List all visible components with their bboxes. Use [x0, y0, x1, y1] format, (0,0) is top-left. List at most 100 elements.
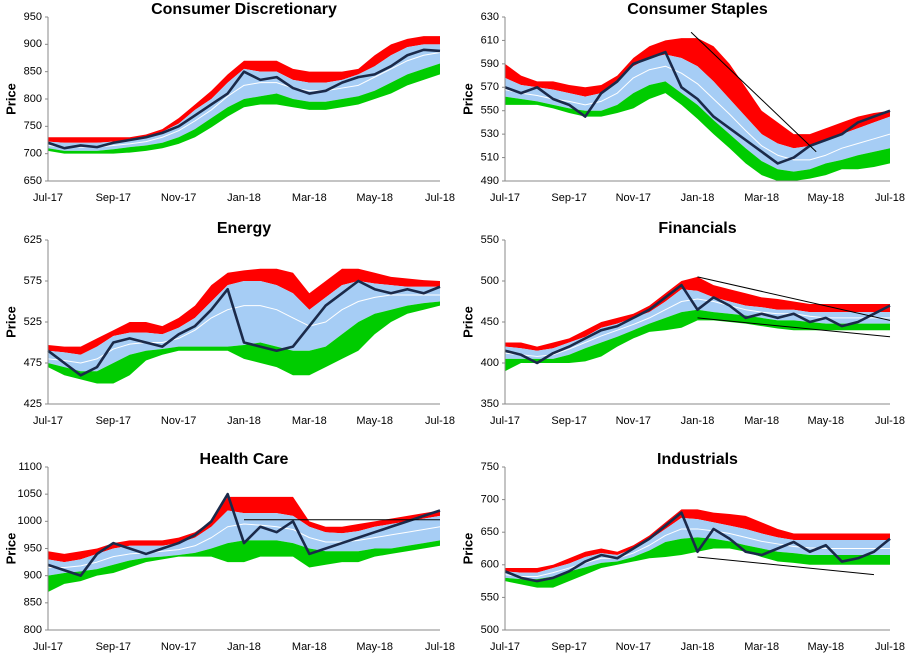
x-tick-label: May-18 — [356, 641, 393, 653]
band-area — [48, 268, 440, 355]
x-tick-label: Nov-17 — [161, 415, 196, 427]
band-area — [505, 309, 890, 372]
trend-line — [697, 276, 891, 321]
x-tick-label: Jul-17 — [33, 415, 63, 427]
band-area — [48, 44, 440, 151]
y-tick-label: 350 — [481, 398, 499, 410]
chart-panel: Consumer Discretionary Price 650 700 750 800 8… — [3, 1, 455, 204]
price-line — [504, 50, 891, 165]
x-tick-label: Sep-17 — [551, 192, 586, 204]
y-tick-label: 550 — [481, 591, 499, 603]
y-tick-label: 550 — [481, 234, 499, 246]
x-tick-label: Mar-18 — [744, 641, 779, 653]
trend-line — [697, 317, 891, 338]
trend-line — [697, 556, 875, 576]
x-tick-label: Jul-18 — [425, 641, 455, 653]
y-axis-label: Price — [3, 306, 18, 338]
chart-title: Consumer Staples — [627, 1, 768, 18]
y-axis-label: Price — [460, 533, 475, 565]
band-area — [48, 36, 440, 143]
x-tick-label: Mar-18 — [744, 415, 779, 427]
x-tick-label: Jan-18 — [227, 415, 261, 427]
chart-panel: Health Care Price 800 850 900 950 1000 1050 1100… — [3, 451, 455, 653]
chart-title: Consumer Discretionary — [151, 1, 337, 18]
x-tick-label: Jul-17 — [33, 192, 63, 204]
y-tick-label: 1000 — [18, 515, 42, 527]
band-area — [505, 54, 890, 172]
y-axis-label: Price — [460, 83, 475, 115]
y-tick-label: 570 — [481, 81, 499, 93]
y-tick-label: 625 — [24, 234, 42, 246]
x-tick-label: Jul-18 — [875, 641, 905, 653]
x-tick-label: Sep-17 — [96, 641, 131, 653]
chart-panel: Energy Price 425 475 525 575 625 Jul-17 Sep-17 No… — [3, 220, 455, 427]
y-axis-label: Price — [3, 83, 18, 115]
y-tick-label: 510 — [481, 151, 499, 163]
x-tick-label: Jan-18 — [227, 192, 261, 204]
x-tick-label: Jul-18 — [875, 192, 905, 204]
mid-line — [47, 294, 440, 364]
y-tick-label: 800 — [24, 93, 42, 105]
x-tick-label: Jul-18 — [425, 415, 455, 427]
chart-title: Energy — [217, 220, 271, 237]
y-tick-label: 525 — [24, 316, 42, 328]
x-tick-label: Sep-17 — [551, 415, 586, 427]
x-tick-label: Jan-18 — [681, 641, 715, 653]
chart-title: Financials — [658, 220, 736, 237]
band-area — [48, 301, 440, 384]
y-tick-label: 900 — [24, 570, 42, 582]
x-tick-label: May-18 — [807, 641, 844, 653]
y-tick-label: 700 — [481, 494, 499, 506]
x-tick-label: Sep-17 — [96, 192, 131, 204]
y-axis-label: Price — [3, 533, 18, 565]
y-tick-label: 400 — [481, 357, 499, 369]
x-tick-label: Mar-18 — [744, 192, 779, 204]
y-tick-label: 1050 — [18, 488, 42, 500]
x-tick-label: Nov-17 — [161, 192, 196, 204]
band-area — [48, 540, 440, 592]
x-tick-label: Jul-17 — [490, 641, 520, 653]
y-tick-label: 550 — [481, 105, 499, 117]
x-tick-label: Jan-18 — [227, 641, 261, 653]
x-tick-label: Nov-17 — [616, 192, 651, 204]
price-line — [47, 279, 441, 377]
y-tick-label: 500 — [481, 624, 499, 636]
x-tick-label: May-18 — [807, 415, 844, 427]
trend-line — [690, 31, 817, 153]
y-tick-label: 900 — [24, 38, 42, 50]
y-tick-label: 850 — [24, 66, 42, 78]
x-tick-label: Nov-17 — [616, 415, 651, 427]
band-area — [505, 289, 890, 359]
x-tick-label: Jul-18 — [875, 415, 905, 427]
x-tick-label: Sep-17 — [96, 415, 131, 427]
x-tick-label: Nov-17 — [161, 641, 196, 653]
mid-line — [504, 528, 890, 578]
y-tick-label: 500 — [481, 275, 499, 287]
chart-panel: Industrials Price 500 550 600 650 700 750 Jul-17… — [460, 451, 905, 653]
x-tick-label: Jul-18 — [425, 192, 455, 204]
x-tick-label: May-18 — [807, 192, 844, 204]
x-tick-label: Nov-17 — [616, 641, 651, 653]
x-tick-label: Jan-18 — [681, 415, 715, 427]
chart-panel: Financials Price 350 400 450 500 550 Jul-17 Sep-… — [460, 220, 905, 427]
y-tick-label: 650 — [24, 175, 42, 187]
y-tick-label: 610 — [481, 34, 499, 46]
y-tick-label: 425 — [24, 398, 42, 410]
x-tick-label: Jul-17 — [33, 641, 63, 653]
y-tick-label: 630 — [481, 11, 499, 23]
x-tick-label: Jul-17 — [490, 415, 520, 427]
mid-line — [47, 52, 441, 148]
y-tick-label: 650 — [481, 526, 499, 538]
y-tick-label: 575 — [24, 275, 42, 287]
y-tick-label: 950 — [24, 542, 42, 554]
price-line — [47, 492, 441, 577]
price-line — [47, 48, 441, 150]
y-tick-label: 750 — [24, 120, 42, 132]
y-tick-label: 600 — [481, 559, 499, 571]
y-tick-label: 950 — [24, 11, 42, 23]
band-area — [505, 38, 890, 149]
x-tick-label: Mar-18 — [292, 415, 327, 427]
y-tick-label: 490 — [481, 175, 499, 187]
price-line — [504, 511, 891, 583]
y-tick-label: 590 — [481, 58, 499, 70]
